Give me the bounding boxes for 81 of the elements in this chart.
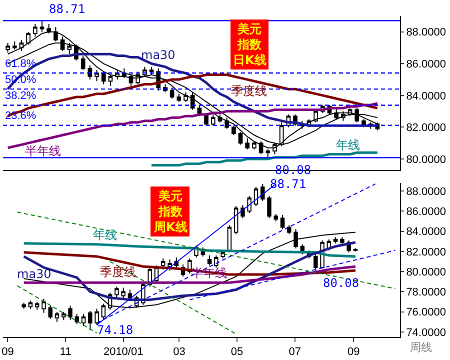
y-tick-label: 88.0000 — [406, 186, 446, 198]
candlestick — [12, 40, 17, 50]
candlestick — [28, 300, 33, 310]
candlestick — [101, 303, 106, 320]
x-tick-label: 09 — [2, 346, 14, 358]
series-label: ma30 — [17, 267, 52, 281]
line-series — [22, 242, 357, 258]
text: 美元指数周K线 — [153, 189, 188, 234]
candlestick — [34, 301, 40, 310]
x-axis-title: 周线 — [410, 341, 432, 354]
y-tick-label: 88.0000 — [406, 26, 446, 39]
series-label: 年线 — [93, 228, 117, 242]
candlestick — [274, 214, 278, 222]
x-tick-label: 05 — [230, 346, 244, 358]
candlestick — [68, 305, 72, 320]
candlestick — [88, 310, 92, 331]
y-tick-label: 86.0000 — [406, 206, 446, 218]
candlestick — [314, 254, 318, 272]
candlestick — [149, 66, 154, 76]
y-tick-label: 86.0000 — [406, 58, 446, 70]
candlestick — [184, 92, 188, 102]
candlestick — [220, 250, 225, 259]
series-label: ma30 — [141, 48, 176, 62]
candlestick — [214, 254, 218, 268]
line-series — [6, 74, 379, 118]
candlestick — [108, 74, 113, 86]
candlestick — [62, 311, 66, 320]
y-tick-label: 82.0000 — [406, 122, 446, 134]
candlestick — [267, 196, 272, 219]
y-tick-label: 84.0000 — [406, 90, 446, 102]
candlestick — [280, 214, 285, 230]
series-label: 季度线 — [100, 265, 136, 279]
annotation: 88.71 — [49, 2, 86, 16]
candlestick — [74, 313, 80, 324]
y-tick-label: 84.0000 — [406, 226, 446, 238]
candlestick — [168, 258, 172, 272]
candlestick — [121, 287, 126, 300]
candlestick — [354, 108, 360, 123]
annotation: 23.6% — [5, 110, 36, 122]
candlestick — [42, 298, 46, 314]
candlestick — [81, 313, 86, 326]
x-tick-label: 07 — [288, 346, 301, 358]
y-tick-label: 76.0000 — [406, 306, 446, 319]
candlestick — [48, 305, 52, 320]
candlestick — [210, 114, 216, 126]
candlestick — [101, 71, 106, 85]
annotation: 74.18 — [97, 323, 134, 337]
candlestick — [340, 236, 344, 245]
candlestick — [238, 131, 243, 146]
series-label: 半年线 — [25, 144, 61, 158]
candlestick — [287, 224, 292, 235]
candlestick — [114, 286, 119, 298]
y-tick-label: 80.0000 — [406, 266, 446, 278]
annotation: 38.2% — [5, 90, 36, 102]
x-tick-label: 11 — [60, 346, 72, 358]
text: 美元指数日K线 — [233, 22, 266, 68]
series-label: 年线 — [336, 138, 360, 152]
candlestick — [161, 258, 166, 270]
x-tick-label: 2010/01 — [103, 346, 144, 358]
y-tick-label: 80.0000 — [406, 154, 446, 166]
candlestick — [333, 236, 338, 244]
candlestick — [176, 93, 182, 102]
candlestick — [207, 254, 212, 266]
candlestick — [54, 311, 60, 322]
x-tick-label: 09 — [347, 346, 360, 358]
candlestick — [94, 308, 99, 326]
y-tick-label: 78.0000 — [406, 286, 446, 299]
candlestick — [247, 196, 252, 214]
candlestick — [22, 302, 26, 310]
y-tick-label: 82.0000 — [406, 246, 446, 258]
annotation: 80.08 — [323, 276, 360, 290]
y-tick-label: 74.0000 — [406, 326, 446, 339]
candlestick — [88, 64, 92, 80]
candlestick — [94, 70, 99, 82]
x-tick-label: 03 — [173, 346, 186, 358]
candlestick — [231, 125, 236, 136]
candlestick — [170, 86, 174, 100]
candlestick — [80, 55, 86, 71]
candlestick — [234, 206, 238, 235]
annotation: 88.71 — [270, 177, 306, 191]
candlestick — [128, 289, 132, 300]
